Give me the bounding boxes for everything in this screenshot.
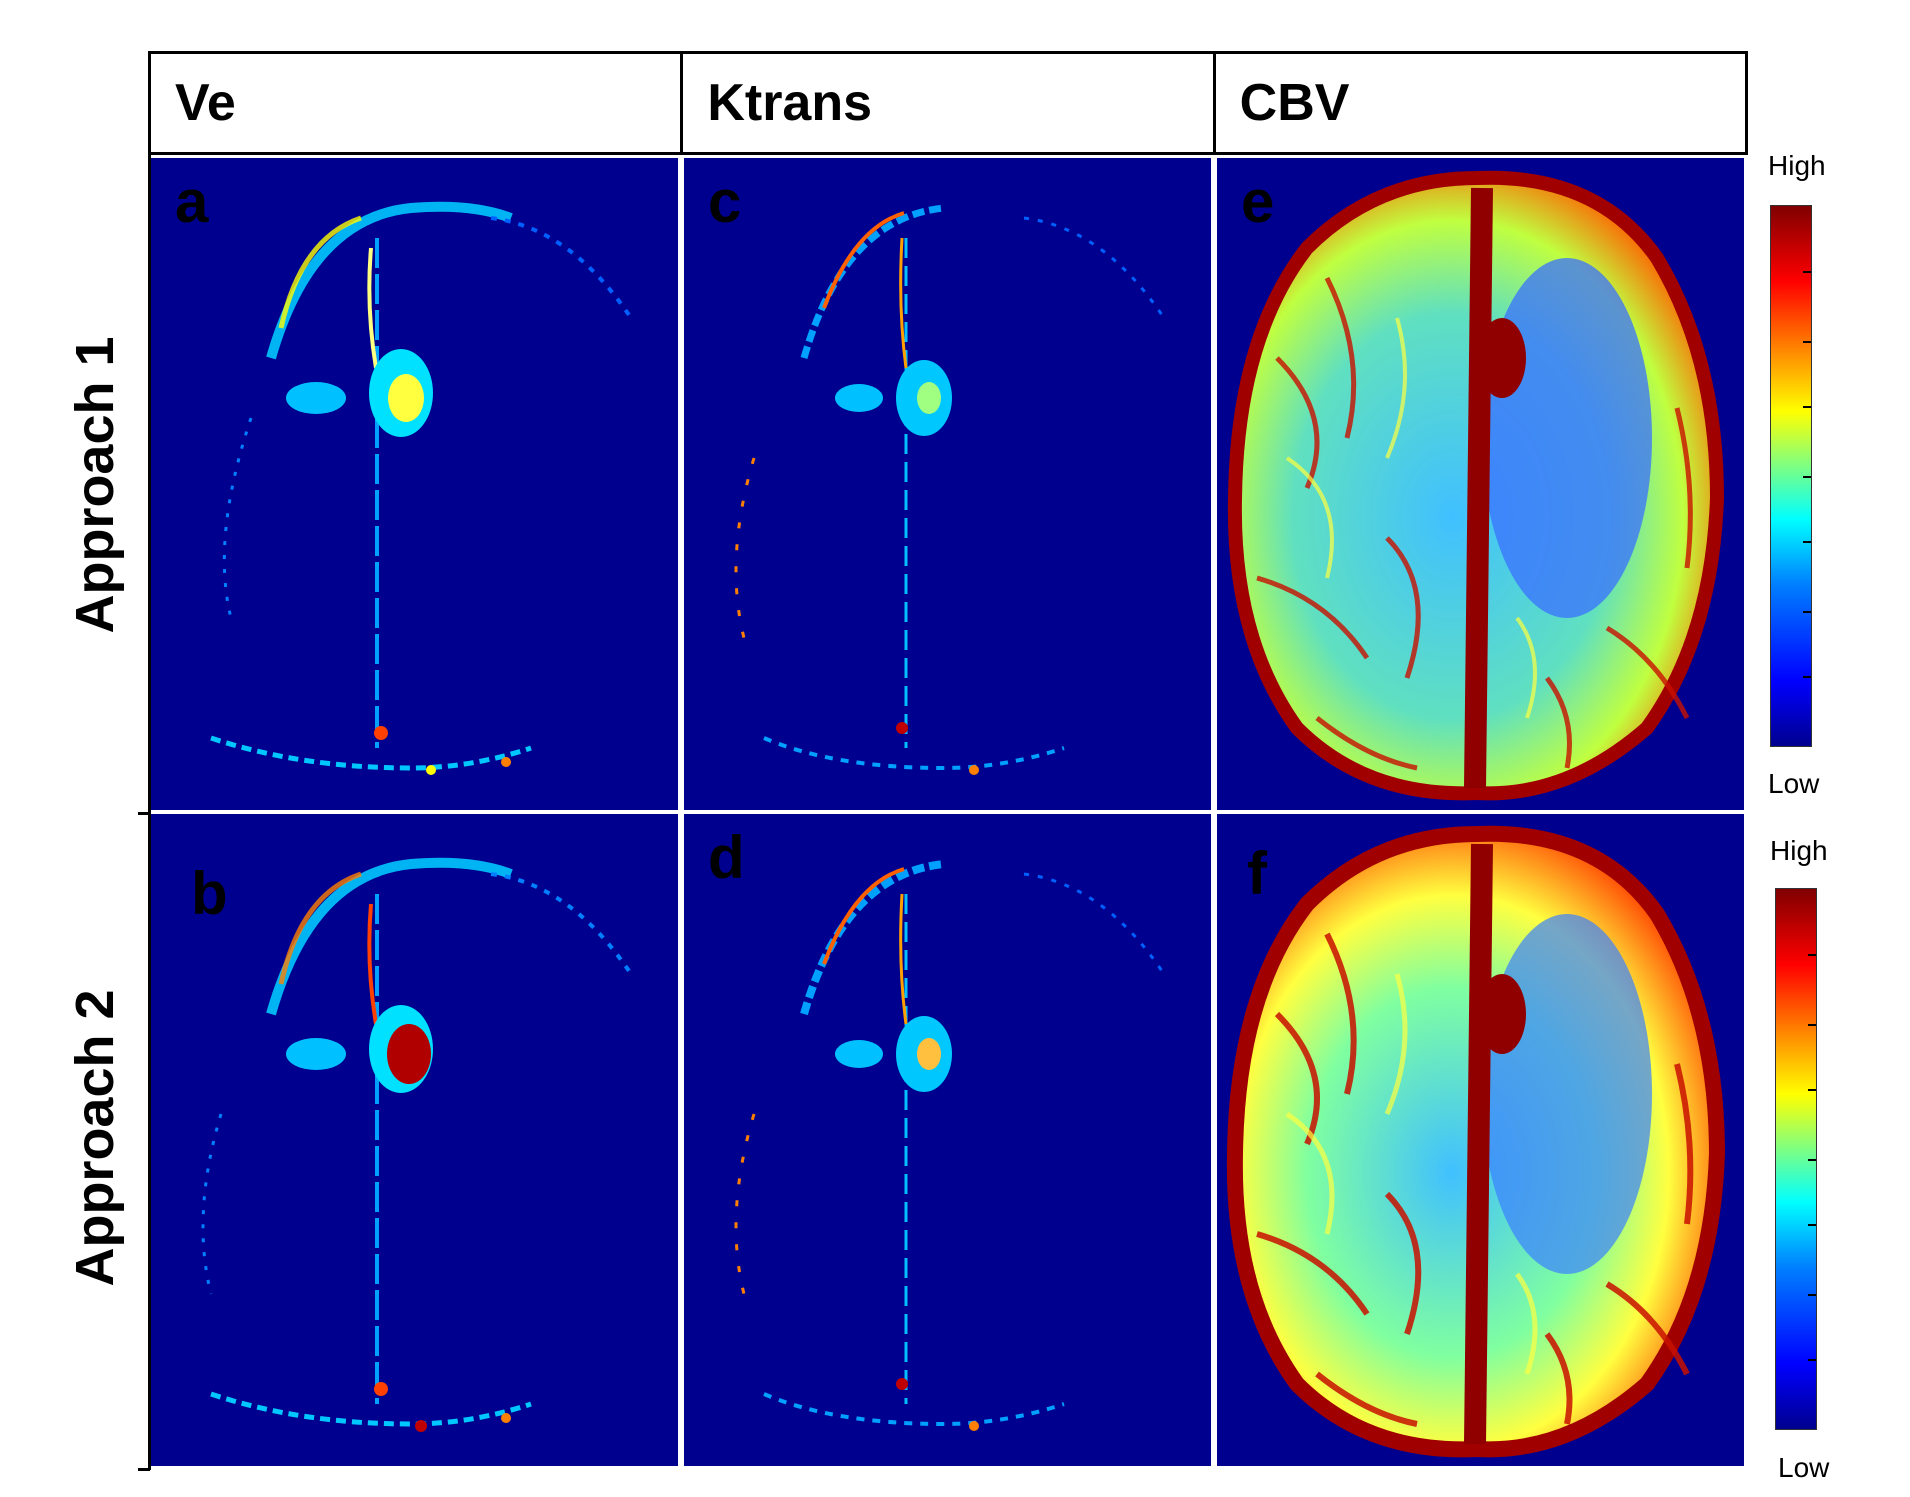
panel-letter: a: [175, 168, 209, 235]
colorbar-tick: [1803, 675, 1811, 678]
panel-cbv-approach-1: e: [1217, 158, 1744, 810]
colorbar-top: [1770, 205, 1812, 747]
panel-letter: e: [1241, 168, 1275, 235]
colorbar-tick: [1803, 270, 1811, 273]
colorbar-tick: [1808, 953, 1816, 956]
column-header: Ve Ktrans CBV: [148, 51, 1748, 155]
colorbar-top-high-label: High: [1768, 150, 1826, 181]
axis-tick: [138, 1468, 150, 1471]
row-label-approach-1: Approach 1: [65, 336, 125, 634]
colorbar-top-low-label: Low: [1768, 768, 1820, 799]
colorbar-tick: [1808, 1223, 1816, 1226]
colorbar-tick: [1808, 1024, 1816, 1026]
brain-map-image: [1226, 825, 1726, 1458]
colorbar-tick: [1803, 405, 1811, 408]
sparse-map-image: [201, 857, 633, 1432]
colorbar-tick: [1803, 540, 1811, 543]
column-header-ve: Ve: [151, 54, 684, 152]
sparse-map-image: [210, 201, 633, 775]
column-header-cbv: CBV: [1239, 74, 1350, 132]
colorbar-tick: [1808, 1358, 1816, 1361]
axis-tick: [138, 812, 150, 815]
colorbar-bottom: [1775, 888, 1817, 1430]
colorbar-tick: [1803, 476, 1811, 478]
brain-map-image: [1227, 170, 1725, 801]
colorbar-tick: [1803, 341, 1811, 343]
colorbar-tick: [1808, 1159, 1816, 1161]
panel-letter: b: [191, 860, 228, 927]
sparse-map-image: [734, 204, 1166, 775]
panel-letter: f: [1247, 840, 1267, 907]
panel-ve-approach-2: b: [151, 814, 678, 1466]
colorbar-tick: [1808, 1294, 1816, 1296]
sparse-map-image: [734, 860, 1166, 1431]
row-label-approach-2: Approach 2: [65, 989, 125, 1287]
colorbar-bottom-high-label: High: [1770, 835, 1828, 866]
colorbar-bottom-low-label: Low: [1778, 1452, 1830, 1483]
image-grid: a c: [151, 158, 1744, 1470]
panel-ktrans-approach-2: d: [684, 814, 1211, 1466]
column-header-ktrans: Ktrans: [683, 54, 1216, 152]
panel-ktrans-approach-1: c: [684, 158, 1211, 810]
panel-ve-approach-1: a: [151, 158, 678, 810]
panel-letter: d: [708, 824, 745, 891]
colorbar-tick: [1808, 1088, 1816, 1091]
panel-letter: c: [708, 168, 742, 235]
colorbar-tick: [1803, 611, 1811, 613]
panel-cbv-approach-2: f: [1217, 814, 1744, 1466]
